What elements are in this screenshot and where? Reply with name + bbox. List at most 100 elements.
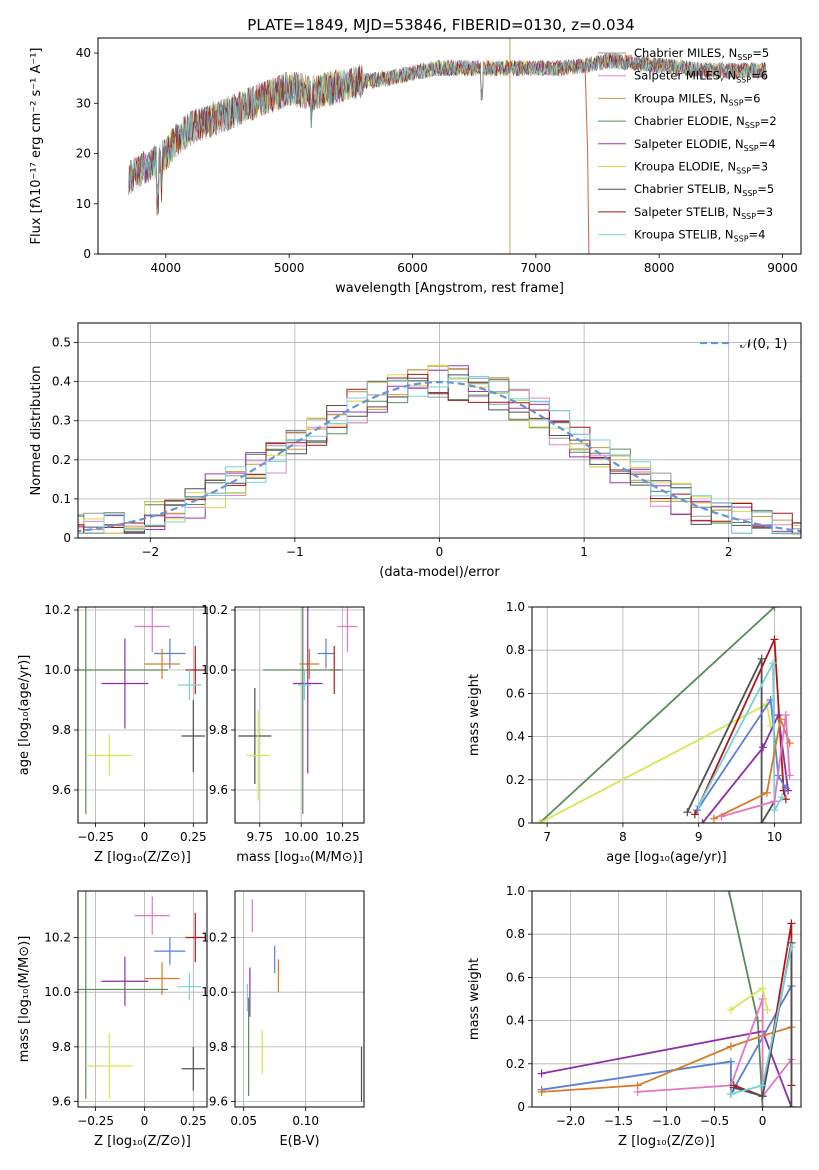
x-tick-label: 8: [619, 830, 627, 844]
age-vs-metallicity-panel: −0.25 0 0.25 9.6 9.8 10.0 10.2 Z [log₁₀(Z/Z⊙)] a…: [17, 603, 208, 865]
legend-label-count: =6: [751, 69, 768, 83]
legend-label-subscript: SSP: [736, 167, 751, 176]
x-tick-label: −2.0: [556, 1114, 585, 1128]
legend-label-text: Salpeter ELODIE, N: [634, 137, 744, 151]
y-tick-label: 10.0: [44, 663, 71, 677]
legend-label-text: Salpeter STELIB, N: [634, 205, 741, 219]
y-tick-label: 9.8: [209, 1040, 228, 1054]
y-tick-label: 10.0: [201, 663, 228, 677]
y-axis-label: mass weight: [467, 958, 482, 1040]
y-tick-label: 0.8: [506, 927, 525, 941]
x-tick-label: 10.25: [325, 830, 359, 844]
legend-label: Salpeter MILES, NSSP=6: [634, 69, 768, 85]
x-axis-label: (data-model)/error: [379, 565, 500, 580]
legend-label-subscript: SSP: [742, 189, 757, 198]
plot-area: [537, 891, 796, 1107]
y-tick-label: 0.8: [506, 643, 525, 657]
mass-vs-metallicity-panel: −0.25 0 0.25 9.6 9.8 10.0 10.2 Z [log₁₀(Z/Z⊙)] m…: [17, 890, 208, 1149]
legend-label-subscript: SSP: [737, 53, 752, 62]
legend-label-count: =6: [744, 91, 761, 105]
y-axis-label: mass weight: [467, 674, 482, 756]
y-tick-label: 0: [517, 816, 525, 830]
x-tick-label: 0: [141, 830, 149, 844]
x-tick-label: −1.5: [604, 1114, 633, 1128]
plot-area: [128, 38, 767, 254]
x-axis-label: wavelength [Angstrom, rest frame]: [335, 281, 564, 296]
plot-frame: [234, 890, 365, 1108]
x-tick-label: −2: [141, 545, 159, 559]
weight-line: [697, 662, 783, 814]
y-tick-label: 1.0: [506, 600, 525, 614]
legend-label: Kroupa MILES, NSSP=6: [634, 91, 760, 107]
weight-line: [538, 607, 776, 823]
legend-label-count: =5: [752, 46, 769, 60]
y-tick-label: 9.8: [209, 723, 228, 737]
legend-label-subscript: SSP: [736, 76, 751, 85]
legend-label-text: Kroupa MILES, N: [634, 91, 729, 105]
plot-area: [238, 607, 358, 814]
y-tick-label: 10.2: [44, 930, 71, 944]
plot-frame: [531, 890, 802, 1108]
mass-vs-ebv-panel: 0.05 0.10 9.6 9.8 10.0 10.2 E(B-V): [201, 890, 365, 1149]
legend-label-count: =3: [751, 160, 768, 174]
x-tick-label: 9.75: [246, 830, 273, 844]
x-tick-label: 2: [725, 545, 733, 559]
legend-label: Kroupa ELODIE, NSSP=3: [634, 160, 768, 176]
x-tick-label: 7000: [521, 261, 552, 275]
histogram-step: [78, 365, 801, 534]
legend-label-subscript: SSP: [745, 121, 760, 130]
x-tick-label: 4000: [151, 261, 182, 275]
legend-label: Chabrier MILES, NSSP=5: [634, 46, 769, 62]
legend-label-subscript: SSP: [734, 235, 749, 244]
x-tick-label: −1: [286, 545, 304, 559]
legend-label-subscript: SSP: [729, 98, 744, 107]
x-axis-label: E(B-V): [279, 1134, 319, 1149]
x-tick-label: 9: [695, 830, 703, 844]
x-axis-label: mass [log₁₀(M/M⊙)]: [236, 850, 363, 865]
x-tick-label: 6000: [397, 261, 428, 275]
y-tick-label: 9.8: [52, 1040, 71, 1054]
plot-frame: [77, 606, 208, 824]
y-tick-label: 0.5: [52, 336, 71, 350]
plot-area: [78, 607, 206, 814]
legend-label: 𝒩(0, 1): [740, 337, 787, 352]
y-tick-label: 0.4: [506, 1014, 525, 1028]
x-tick-label: 7: [543, 830, 551, 844]
weight-vs-age-panel: 7 8 9 10 0 0.2 0.4 0.6 0.8 1.0 age [log₁₀(age/yr)]…: [467, 600, 802, 865]
y-tick-label: 30: [76, 96, 91, 110]
x-tick-label: 10: [767, 830, 782, 844]
y-tick-label: 0: [63, 531, 71, 545]
legend-label-text: Salpeter MILES, N: [634, 69, 736, 83]
plot-frame: [97, 37, 802, 255]
plot-frame: [234, 606, 365, 824]
legend-label-text: Chabrier MILES, N: [634, 46, 737, 60]
legend-label: Salpeter ELODIE, NSSP=4: [634, 137, 776, 153]
legend-label-count: =2: [760, 114, 777, 128]
x-tick-label: 0: [436, 545, 444, 559]
weight-vs-metallicity-panel: −2.0 −1.5 −1.0 −0.5 0 0 0.2 0.4 0.6 0.8 1.0 Z [log₁…: [467, 884, 802, 1149]
x-tick-label: −0.5: [700, 1114, 729, 1128]
histogram-step: [78, 376, 801, 534]
x-axis-label: Z [log₁₀(Z/Z⊙)]: [618, 1134, 715, 1149]
y-tick-label: 20: [76, 147, 91, 161]
plot-area: [535, 607, 794, 823]
legend-label-text: Kroupa ELODIE, N: [634, 160, 736, 174]
x-tick-label: 0.25: [180, 830, 207, 844]
y-tick-label: 0: [517, 1100, 525, 1114]
weight-line: [541, 985, 793, 1098]
weight-line: [721, 714, 791, 818]
y-axis-label: mass [log₁₀(M/M⊙)]: [17, 936, 32, 1063]
y-axis-label: Flux [fλ10⁻¹⁷ erg cm⁻² s⁻¹ A⁻¹]: [29, 48, 44, 245]
plot-area: [78, 891, 206, 1099]
weight-line: [686, 658, 776, 823]
x-tick-label: 0.25: [180, 1114, 207, 1128]
histogram-step: [78, 364, 801, 534]
legend-label: Salpeter STELIB, NSSP=3: [634, 205, 773, 221]
x-tick-label: −0.25: [77, 830, 114, 844]
legend-label-count: =4: [749, 228, 766, 242]
spectrum-panel: 4000 5000 6000 7000 8000 9000 0 10 20 30 40 wavelen…: [29, 37, 802, 296]
plot-frame: [531, 606, 802, 824]
legend-label-text: Chabrier ELODIE, N: [634, 114, 745, 128]
